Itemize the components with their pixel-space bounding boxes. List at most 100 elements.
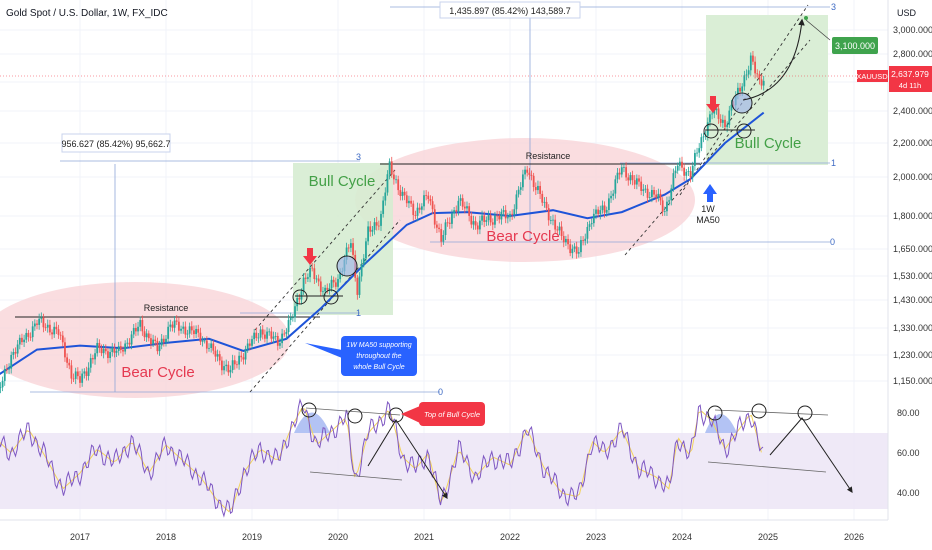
price-candle <box>431 196 434 215</box>
price-candle <box>1 376 4 392</box>
price-candle <box>552 214 554 226</box>
price-candle <box>468 202 471 222</box>
price-candle <box>474 216 477 230</box>
price-candle <box>279 338 281 349</box>
price-candle <box>423 190 425 211</box>
price-candle <box>756 69 759 78</box>
price-candle <box>676 162 679 174</box>
price-candle <box>556 225 559 236</box>
price-candle <box>457 195 460 216</box>
price-candle <box>605 206 608 217</box>
price-candle <box>702 132 705 143</box>
price-candle <box>683 163 686 181</box>
price-candle <box>670 184 673 206</box>
target-badge: 3,100.000 <box>832 37 878 54</box>
price-candle <box>165 334 167 347</box>
price-candle <box>747 65 750 79</box>
price-candle <box>562 231 565 248</box>
price-candle <box>122 346 124 357</box>
price-candle <box>743 70 746 91</box>
price-candle <box>638 174 640 187</box>
price-candle <box>79 370 81 388</box>
price-candle <box>251 335 253 350</box>
price-candle <box>405 191 408 208</box>
callout-ma-support: 1W MA50 supporting throughout the whole … <box>305 336 417 376</box>
price-candle <box>0 382 2 394</box>
price-candle <box>322 286 324 297</box>
price-candle <box>554 214 557 234</box>
price-candle <box>132 323 135 339</box>
price-candle <box>412 200 415 221</box>
price-candle <box>685 168 688 181</box>
price-candle <box>537 180 539 195</box>
price-candle <box>216 349 219 362</box>
price-candle <box>627 173 630 186</box>
price-candle <box>70 360 73 384</box>
price-candle <box>53 322 56 338</box>
price-candle <box>248 338 251 351</box>
price-candle <box>451 209 453 229</box>
price-candle <box>233 355 236 370</box>
price-candle <box>16 340 19 358</box>
rsi-tick-label: 60.00 <box>897 448 920 458</box>
price-candle <box>463 201 466 214</box>
price-candle <box>270 326 273 343</box>
target-leader <box>805 19 831 41</box>
price-candle <box>92 354 94 364</box>
price-candle <box>87 362 90 381</box>
price-candle <box>515 190 518 215</box>
price-tick-label: 2,000.000 <box>893 172 932 182</box>
price-candle <box>530 170 533 181</box>
price-tick-label: 1,430.000 <box>893 295 932 305</box>
rsi-arrow-right <box>769 417 853 493</box>
ma50-line <box>0 111 765 376</box>
price-candle <box>502 205 505 216</box>
price-tick-label: 2,200.000 <box>893 138 932 148</box>
blue-arrow-ma <box>703 184 717 202</box>
price-candle <box>68 358 71 370</box>
price-candle <box>745 69 748 81</box>
price-candle <box>10 351 13 374</box>
price-candle <box>666 196 668 216</box>
price-candle <box>208 343 210 352</box>
price-candle <box>104 344 107 355</box>
price-tick-label: 3,000.000 <box>893 25 932 35</box>
price-candle <box>651 185 653 203</box>
price-candle <box>188 322 191 338</box>
price-candle <box>72 373 75 383</box>
bull-cycle-label-left: Bull Cycle <box>309 173 376 190</box>
price-candle <box>373 218 376 235</box>
fib-left-0: 0 <box>438 387 443 397</box>
price-candle <box>582 236 584 246</box>
symbol-label: XAUUSD <box>856 72 888 81</box>
price-candle <box>648 191 651 201</box>
price-candle <box>659 189 662 206</box>
price-candle <box>145 329 148 342</box>
price-candle <box>459 194 462 206</box>
price-candle <box>360 259 363 282</box>
callout-ma-line-3: whole Bull Cycle <box>353 364 404 371</box>
price-candle <box>175 315 178 326</box>
price-candle <box>326 283 329 294</box>
price-candle <box>623 163 625 173</box>
price-candle <box>655 190 658 203</box>
price-candle <box>107 348 109 364</box>
price-tick-label: 2,800.000 <box>893 49 932 59</box>
price-candle <box>25 328 28 343</box>
price-candle <box>59 331 62 340</box>
resistance-left: Resistance <box>15 303 320 318</box>
price-candle <box>410 196 412 207</box>
price-candle <box>330 275 333 292</box>
price-candle <box>668 196 670 206</box>
measure-left-box <box>61 133 171 153</box>
price-candle <box>152 334 154 347</box>
price-candle <box>135 322 137 337</box>
measure-left-label: 956.627 (85.42%) 95,662.7 <box>61 139 170 149</box>
price-candle <box>115 348 118 357</box>
price-candle <box>397 175 400 195</box>
price-candle <box>55 321 58 335</box>
fib-right-3: 3 <box>831 2 836 12</box>
fib-left-3: 3 <box>356 152 361 162</box>
price-candle <box>268 328 271 336</box>
